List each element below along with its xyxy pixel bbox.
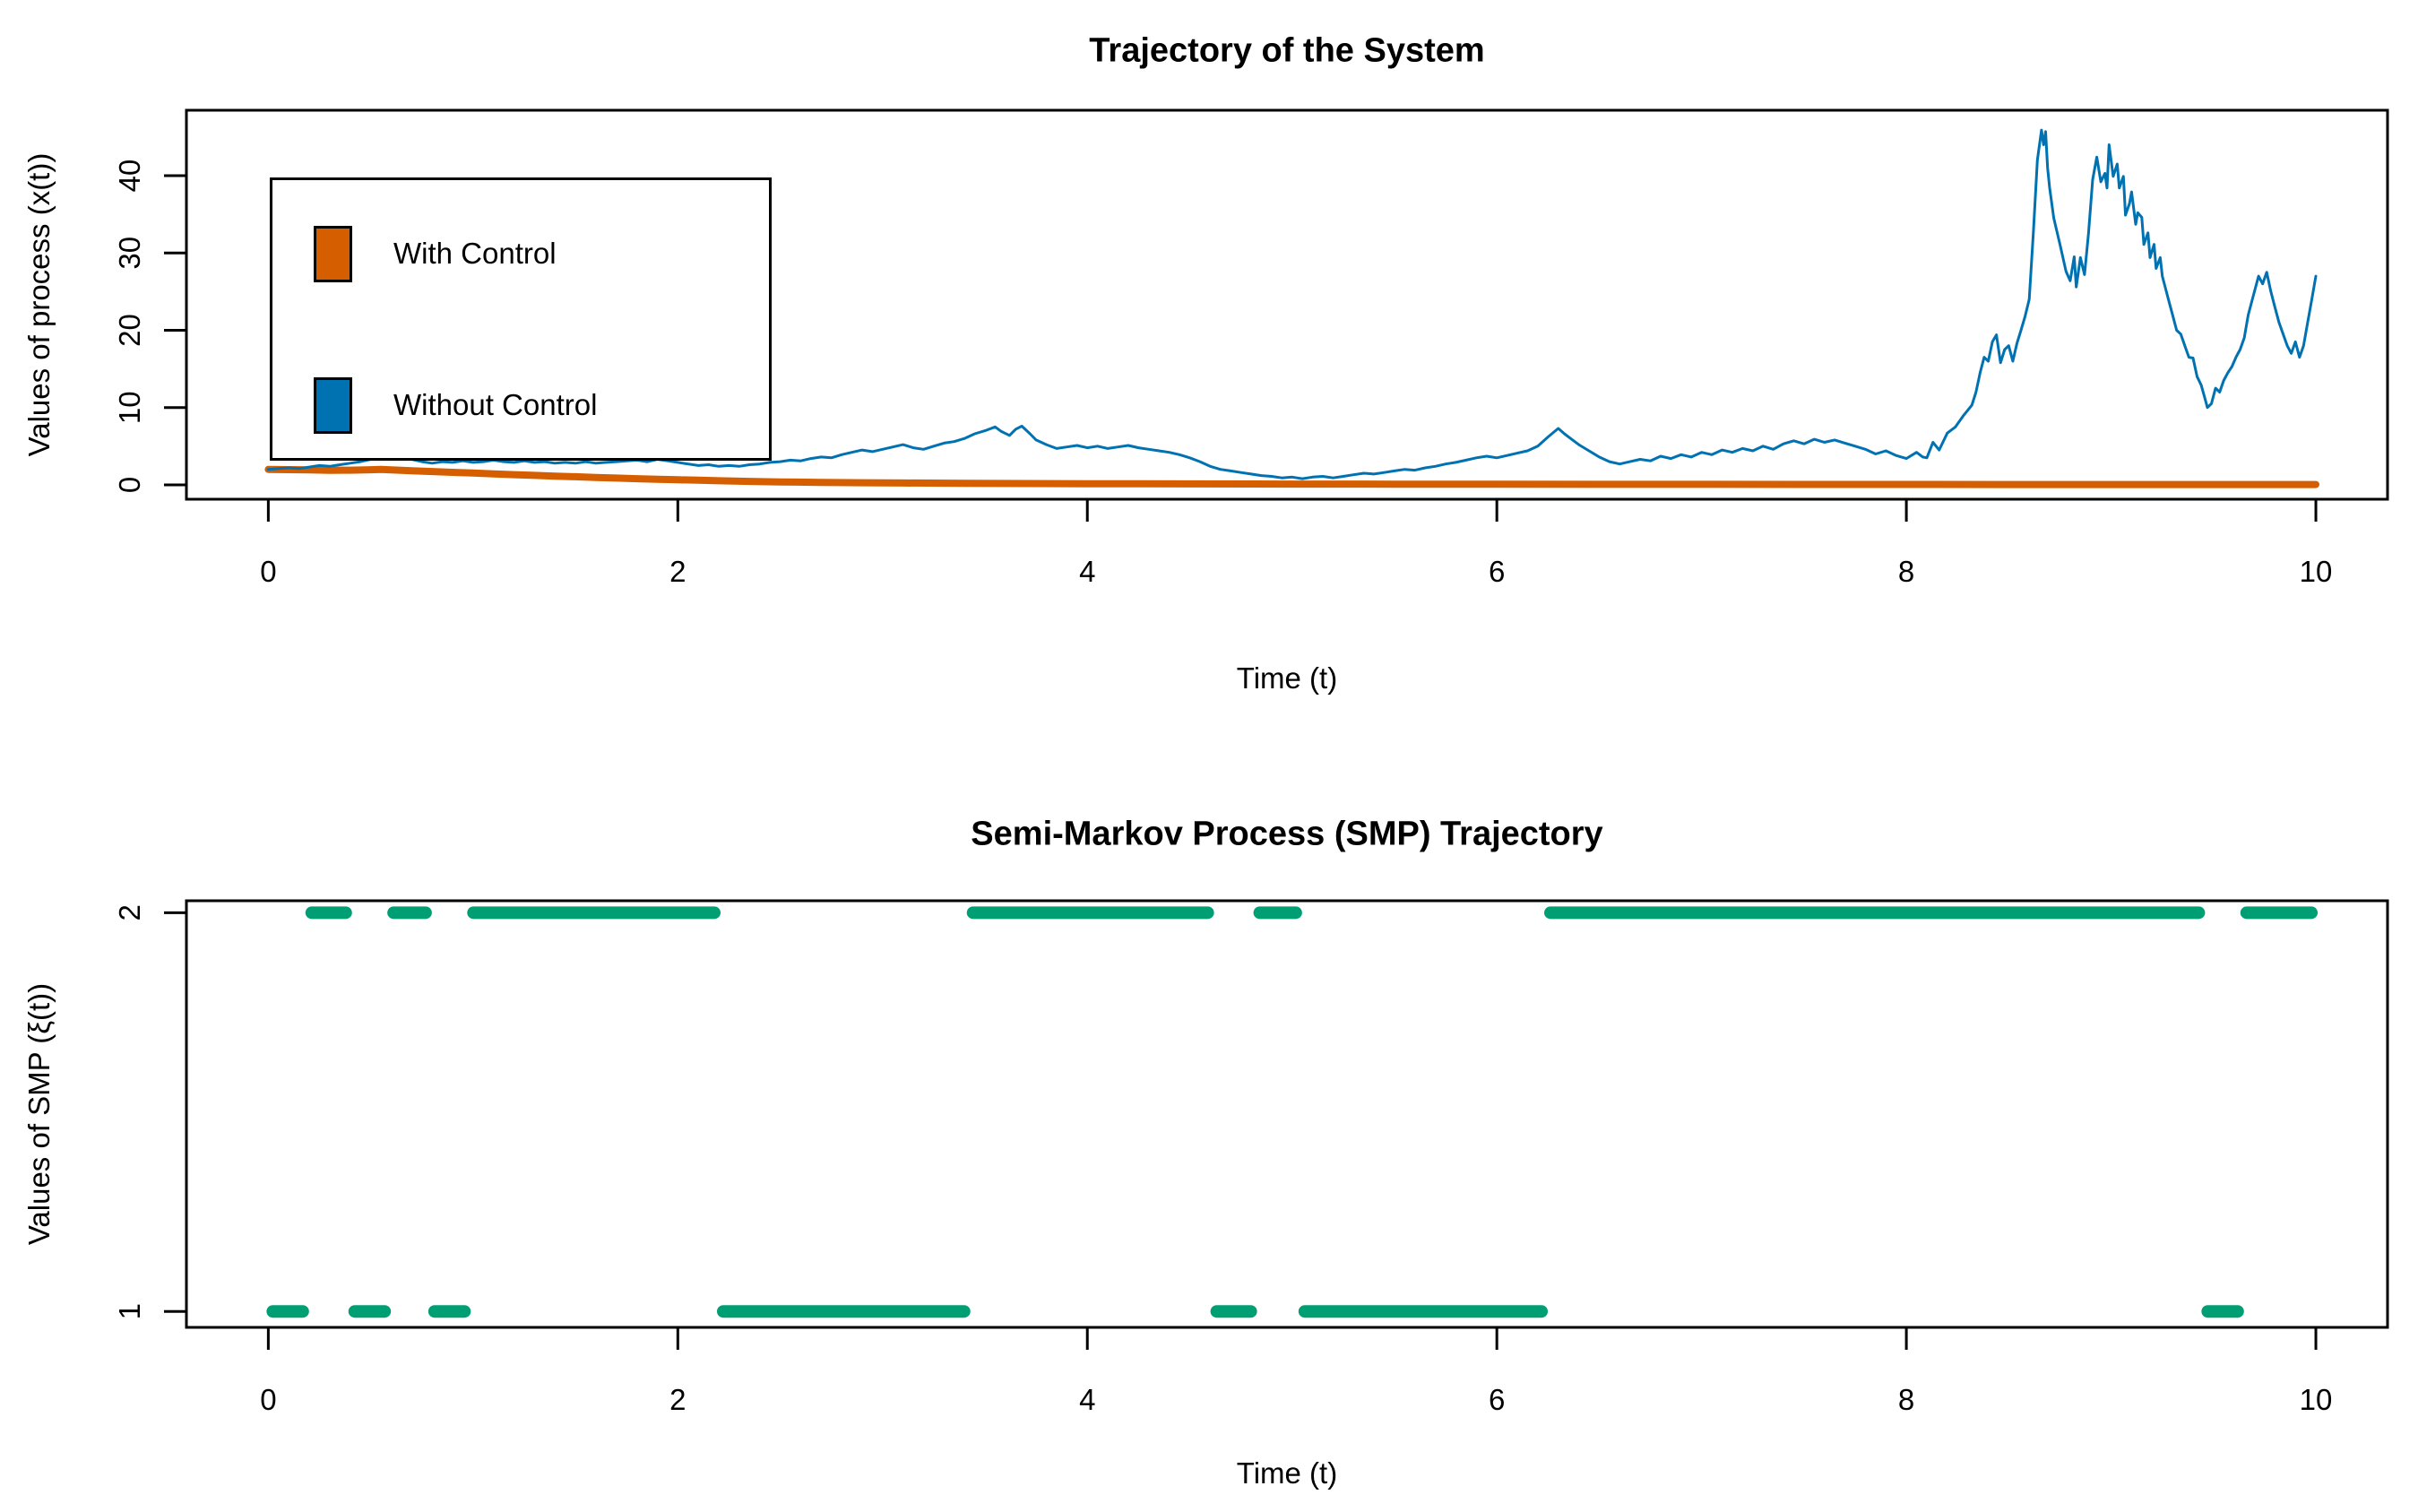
y-tick-label: 30: [113, 237, 146, 270]
chart1-xaxis-label: Time (t): [1236, 661, 1338, 695]
without-control-label: Without Control: [393, 388, 598, 421]
x-tick-label: 6: [1489, 1383, 1505, 1416]
x-tick-label: 10: [2300, 1383, 2333, 1416]
with-control-label: With Control: [393, 237, 557, 270]
chart1-title: Trajectory of the System: [1089, 31, 1485, 70]
plot-box: [185, 899, 2389, 1329]
x-tick-label: 4: [1079, 555, 1095, 588]
x-tick-label: 2: [669, 555, 686, 588]
with-control-swatch: [314, 225, 352, 282]
x-tick-label: 2: [669, 1383, 686, 1416]
without-control-swatch: [314, 376, 352, 434]
y-tick-label: 1: [113, 1303, 146, 1319]
x-tick-label: 6: [1489, 555, 1505, 588]
legend-item-without-control: Without Control: [314, 376, 597, 434]
x-tick-label: 10: [2300, 555, 2333, 588]
plot-box: [185, 108, 2389, 501]
y-tick-label: 40: [113, 160, 146, 193]
x-tick-label: 0: [260, 1383, 276, 1416]
x-tick-label: 8: [1898, 555, 1914, 588]
x-tick-label: 0: [260, 555, 276, 588]
x-tick-label: 4: [1079, 1383, 1095, 1416]
series-without-control: [266, 128, 2318, 480]
legend-box: With Control Without Control: [270, 177, 772, 461]
x-tick-label: 8: [1898, 1383, 1914, 1416]
y-tick-label: 2: [113, 904, 146, 920]
chart2-title: Semi-Markov Process (SMP) Trajectory: [971, 815, 1603, 853]
chart2-xaxis-label: Time (t): [1236, 1456, 1338, 1490]
y-tick-label: 0: [113, 477, 146, 493]
y-tick-label: 20: [113, 314, 146, 347]
y-tick-label: 10: [113, 391, 146, 424]
series-with-control: [264, 465, 2319, 488]
legend-item-with-control: With Control: [314, 225, 557, 282]
